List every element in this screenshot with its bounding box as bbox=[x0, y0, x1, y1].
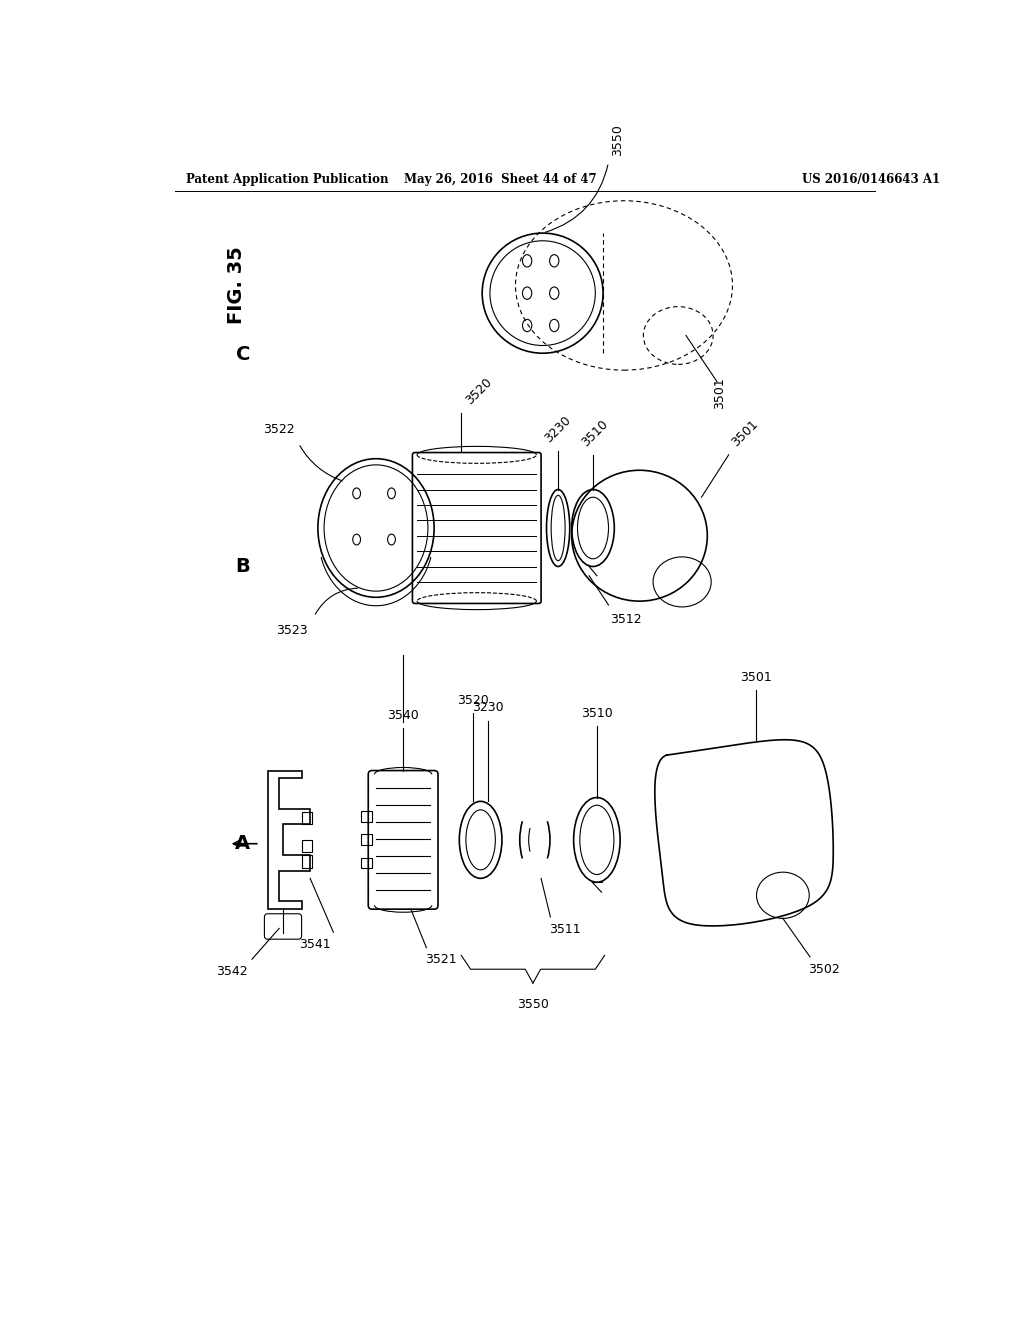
Bar bbox=[302, 840, 311, 853]
Bar bbox=[361, 858, 372, 869]
Text: 3523: 3523 bbox=[276, 624, 308, 638]
Text: 3510: 3510 bbox=[579, 417, 610, 449]
Text: 3230: 3230 bbox=[472, 701, 504, 714]
Bar bbox=[302, 812, 311, 825]
Text: 3520: 3520 bbox=[463, 375, 495, 407]
Text: 3230: 3230 bbox=[543, 413, 573, 445]
Text: 3511: 3511 bbox=[549, 923, 581, 936]
Text: US 2016/0146643 A1: US 2016/0146643 A1 bbox=[802, 173, 940, 186]
Text: A: A bbox=[236, 834, 250, 853]
Text: 3502: 3502 bbox=[809, 964, 841, 975]
Text: FIG. 35: FIG. 35 bbox=[227, 247, 246, 325]
Text: 3550: 3550 bbox=[517, 998, 549, 1011]
Bar bbox=[361, 834, 372, 845]
Text: C: C bbox=[236, 346, 250, 364]
Text: 3501: 3501 bbox=[740, 671, 772, 684]
Text: B: B bbox=[236, 557, 250, 576]
Text: Patent Application Publication: Patent Application Publication bbox=[186, 173, 389, 186]
Text: 3522: 3522 bbox=[263, 422, 295, 436]
Text: 3542: 3542 bbox=[216, 965, 248, 978]
Bar bbox=[361, 812, 372, 822]
Bar bbox=[302, 855, 311, 867]
Text: 3540: 3540 bbox=[387, 709, 419, 722]
Text: 3501: 3501 bbox=[713, 378, 726, 409]
Text: 3501: 3501 bbox=[729, 417, 760, 449]
Text: May 26, 2016  Sheet 44 of 47: May 26, 2016 Sheet 44 of 47 bbox=[403, 173, 596, 186]
Text: 3510: 3510 bbox=[581, 706, 612, 719]
Text: 3550: 3550 bbox=[611, 124, 624, 156]
Text: 3512: 3512 bbox=[610, 612, 642, 626]
Text: 3520: 3520 bbox=[457, 693, 488, 706]
Text: 3521: 3521 bbox=[425, 953, 457, 966]
Text: 3541: 3541 bbox=[299, 939, 331, 952]
